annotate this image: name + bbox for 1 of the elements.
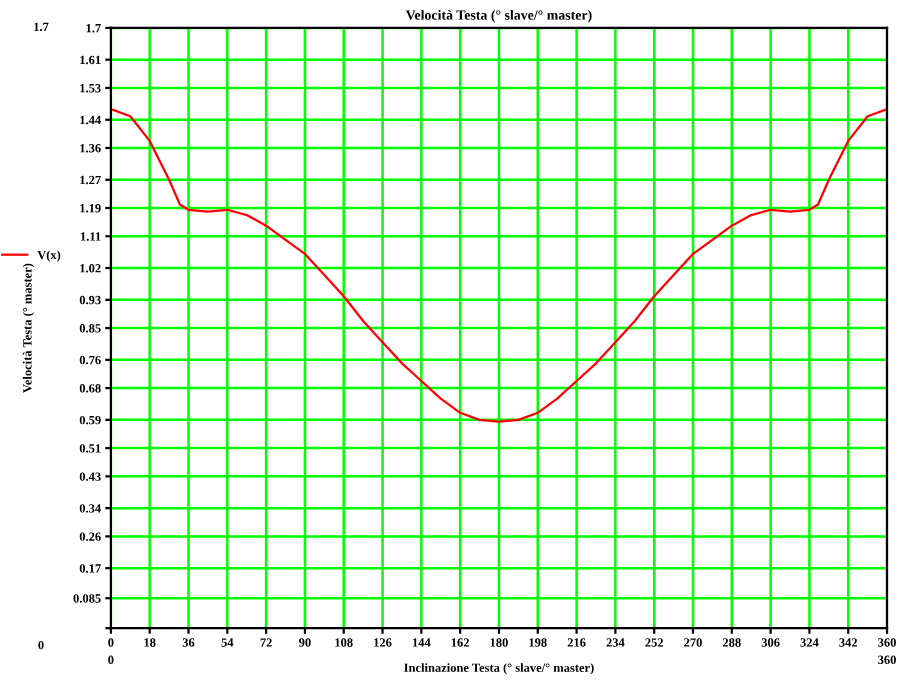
line-series [110, 108, 888, 423]
